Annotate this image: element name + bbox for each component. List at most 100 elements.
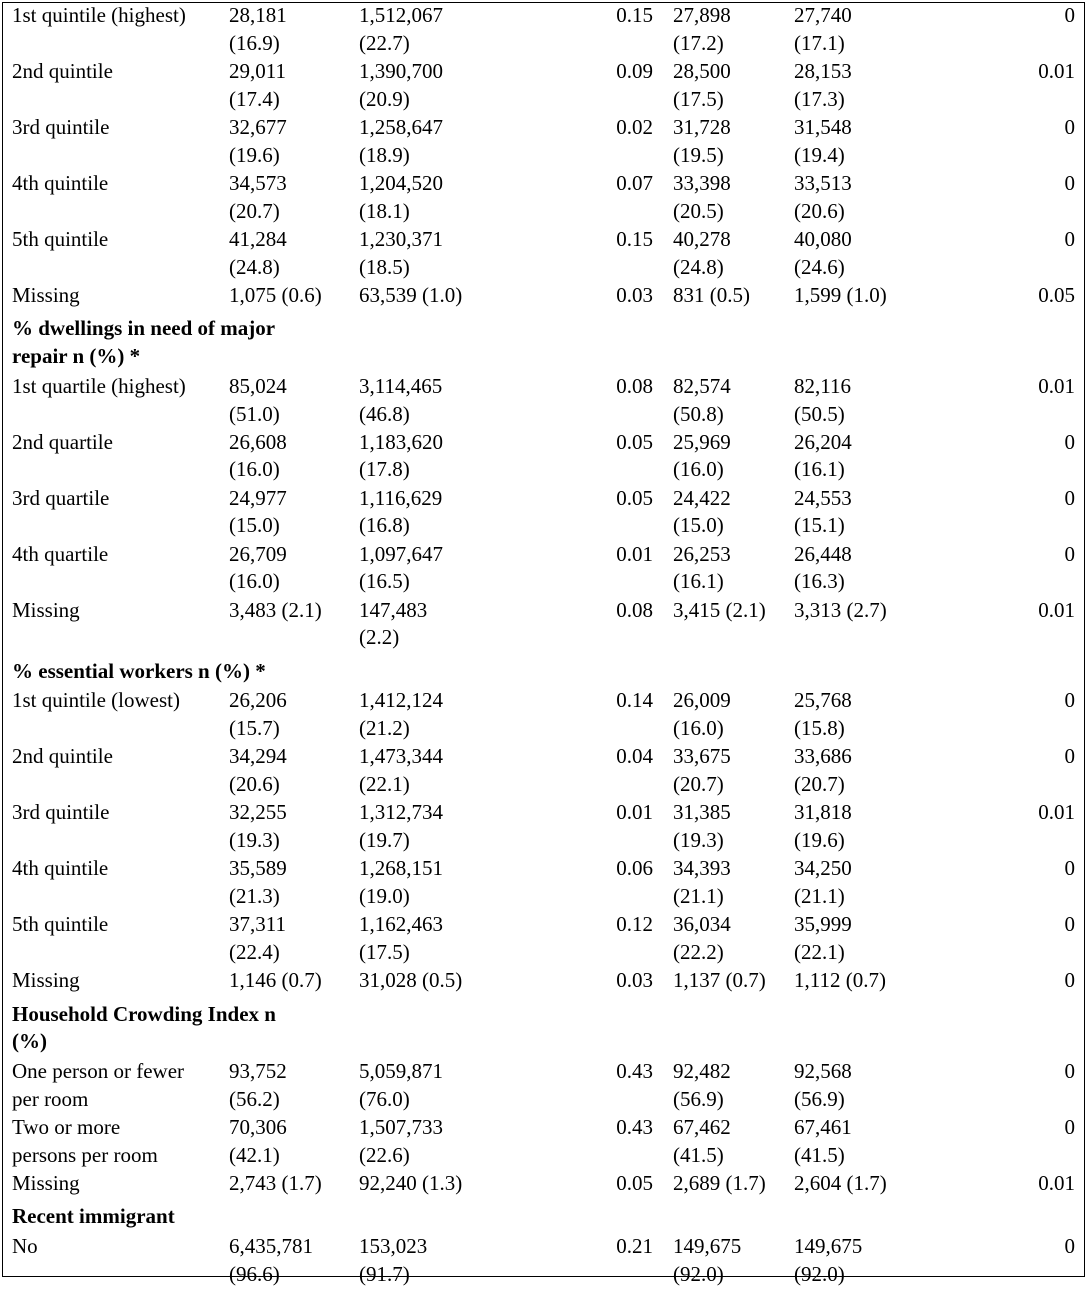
section-heading-line: % essential workers n (%) * [12,658,266,683]
empty-cell [794,310,934,373]
count-cell: 1,599 (1.0) [794,282,934,310]
empty-cell [663,310,794,373]
count-cell: 831 (0.5) [663,282,794,310]
cell-line: 37,311 [229,912,286,937]
cell-line: (21.1) [794,884,845,909]
cell-line: 1,412,124 [359,688,443,713]
cell-line: (56.2) [229,1086,280,1111]
cell-line: 26,009 [673,688,731,713]
cell-line: 35,999 [794,912,852,937]
cell-line: 33,513 [794,170,852,195]
count-cell: 27,740 (17.1) [794,2,934,58]
count-cell: 3,313 (2.7) [794,597,934,653]
cell-line: 36,034 [673,912,731,937]
table-row: Missing 3,483 (2.1) 147,483 (2.2) 0.08 3,415 … [2,597,1085,653]
cell-line: 1,512,067 [359,3,443,27]
cell-line: (19.6) [229,142,280,167]
empty-cell [549,310,663,373]
cell-line: 67,462 [673,1115,731,1140]
empty-cell [663,996,794,1059]
count-cell: 92,482 (56.9) [663,1058,794,1114]
cell-line: 1,230,371 [359,226,443,251]
row-label: Missing [12,968,80,993]
cell-line: 3,415 (2.1) [673,597,766,622]
cell-line: 92,240 (1.3) [359,1171,463,1196]
count-cell: 63,539 (1.0) [359,282,549,310]
count-cell: 3,114,465 (46.8) [359,373,549,429]
cell-line: 26,709 [229,541,287,566]
empty-cell [663,1198,794,1233]
count-cell: 31,028 (0.5) [359,967,549,995]
row-label: No [12,1234,38,1259]
count-cell: 2,604 (1.7) [794,1170,934,1198]
cell-line: 31,548 [794,114,852,139]
count-cell: 31,548 (19.4) [794,114,934,170]
count-cell: 24,977 (15.0) [229,485,359,541]
cell-line: (20.9) [359,86,410,111]
cell-line: 85,024 [229,373,287,398]
empty-cell [934,653,1085,688]
table-row: 2nd quintile 34,294 (20.6) 1,473,344 (22.1) 0… [2,743,1085,799]
cell-line: 34,573 [229,170,287,195]
row-label-line: One person or fewer [12,1059,185,1084]
cell-line: (16.8) [359,513,410,538]
cell-line: (17.8) [359,457,410,482]
cell-line: (19.5) [673,142,724,167]
count-cell: 35,589 (21.3) [229,855,359,911]
cell-line: (17.5) [359,940,410,965]
cell-line: 28,153 [794,58,852,83]
count-cell: 67,461 (41.5) [794,1114,934,1170]
count-cell: 3,415 (2.1) [663,597,794,653]
section-header-row: % dwellings in need of major repair n (%)… [2,310,1085,373]
cell-line: (18.9) [359,142,410,167]
cell-line: (19.6) [794,828,845,853]
cell-line: 6,435,781 [229,1234,313,1259]
cell-line: (16.1) [794,457,845,482]
count-cell: 33,398 (20.5) [663,170,794,226]
count-cell: 40,080 (24.6) [794,226,934,282]
cell-line: 1,268,151 [359,856,443,881]
cell-line: 32,255 [229,800,287,825]
cell-line: (20.6) [794,198,845,223]
cell-line: 1,097,647 [359,541,443,566]
cell-line: (19.7) [359,828,410,853]
count-cell: 2,689 (1.7) [663,1170,794,1198]
row-label: Missing [12,1171,80,1196]
cell-line: (17.5) [673,86,724,111]
cell-line: (18.5) [359,254,410,279]
smd-cell: 0.06 [616,856,653,881]
smd-cell: 0 [1064,114,1076,139]
row-label-line: persons per room [12,1142,158,1167]
cell-line: (96.6) [229,1261,280,1286]
cell-line: (16.0) [229,457,280,482]
smd-cell: 0 [1064,688,1076,713]
cell-line: 32,677 [229,114,287,139]
cell-line: (15.7) [229,716,280,741]
cell-line: 63,539 (1.0) [359,282,463,307]
row-label: 4th quintile [12,856,109,881]
count-cell: 1,097,647 (16.5) [359,541,549,597]
table-row: 3rd quartile 24,977 (15.0) 1,116,629 (16.8) 0… [2,485,1085,541]
count-cell: 67,462 (41.5) [663,1114,794,1170]
cell-line: 82,116 [794,373,851,398]
smd-cell: 0.05 [616,429,653,454]
smd-cell: 0.05 [616,485,653,510]
count-cell: 149,675 (92.0) [663,1233,794,1289]
count-cell: 34,294 (20.6) [229,743,359,799]
count-cell: 41,284 (24.8) [229,226,359,282]
count-cell: 2,743 (1.7) [229,1170,359,1198]
cell-line: (22.2) [673,940,724,965]
cell-line: 147,483 [359,597,428,622]
smd-cell: 0.01 [1038,58,1075,83]
count-cell: 28,153 (17.3) [794,58,934,114]
cell-line: 40,278 [673,226,731,251]
count-cell: 26,206 (15.7) [229,687,359,743]
cell-line: (50.8) [673,401,724,426]
smd-cell: 0.15 [616,3,653,27]
row-label: 4th quartile [12,541,109,566]
cell-line: 92,482 [673,1059,731,1084]
cell-line: 24,977 [229,485,287,510]
cell-line: (16.0) [673,716,724,741]
smd-cell: 0.04 [616,744,653,769]
empty-cell [549,1198,663,1233]
